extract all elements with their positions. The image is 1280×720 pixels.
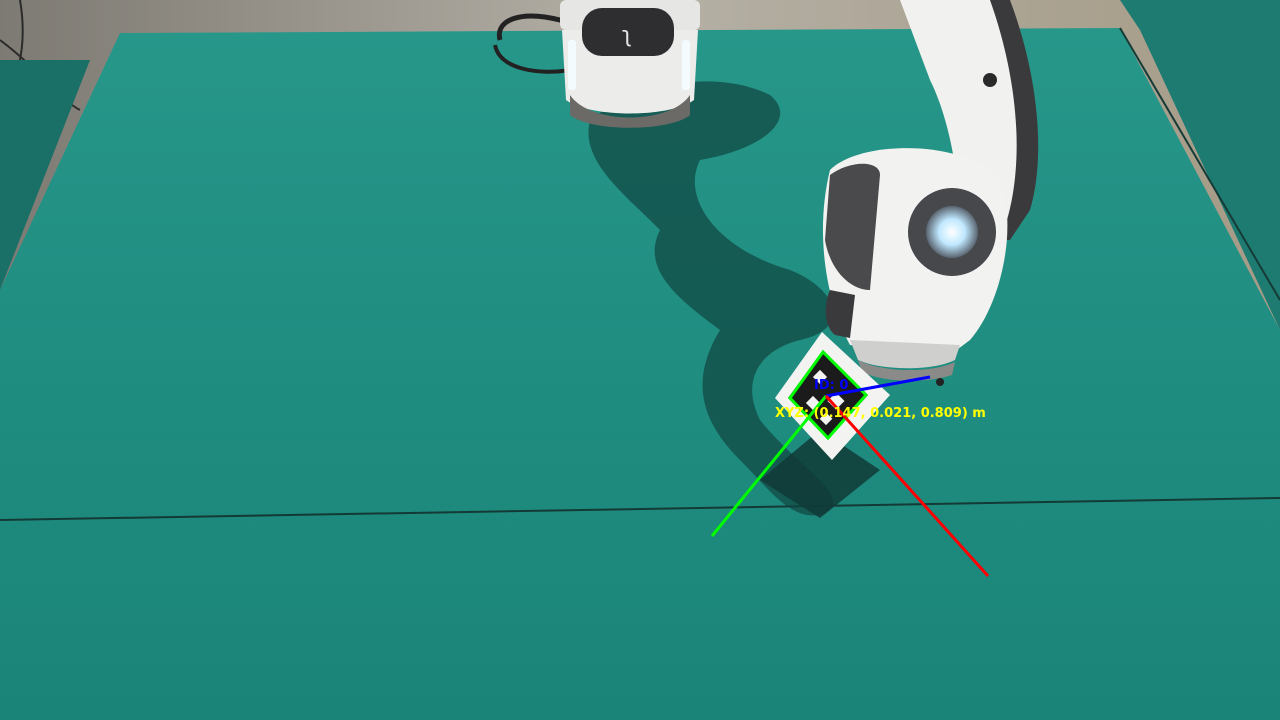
marker-detection-outline bbox=[788, 349, 869, 441]
robot-arm-icon bbox=[822, 0, 1039, 386]
pose-axis-z bbox=[825, 375, 931, 398]
pose-axis-x bbox=[824, 394, 990, 578]
side-table-right bbox=[1120, 0, 1280, 330]
side-table-left bbox=[0, 60, 90, 290]
table-seam bbox=[0, 497, 1280, 521]
robot-shadow bbox=[588, 81, 834, 516]
robot-arm-base-icon: ʅ bbox=[493, 0, 700, 128]
pose-axis-y bbox=[710, 395, 828, 537]
marker-shadow bbox=[760, 430, 880, 518]
table-edge-right bbox=[1119, 27, 1280, 301]
marker-xyz-label: XYZ: (0.147, 0.021, 0.809) m bbox=[775, 406, 986, 421]
marker-id-label: ID: 0 bbox=[814, 378, 848, 393]
svg-text:ʅ: ʅ bbox=[622, 23, 632, 48]
